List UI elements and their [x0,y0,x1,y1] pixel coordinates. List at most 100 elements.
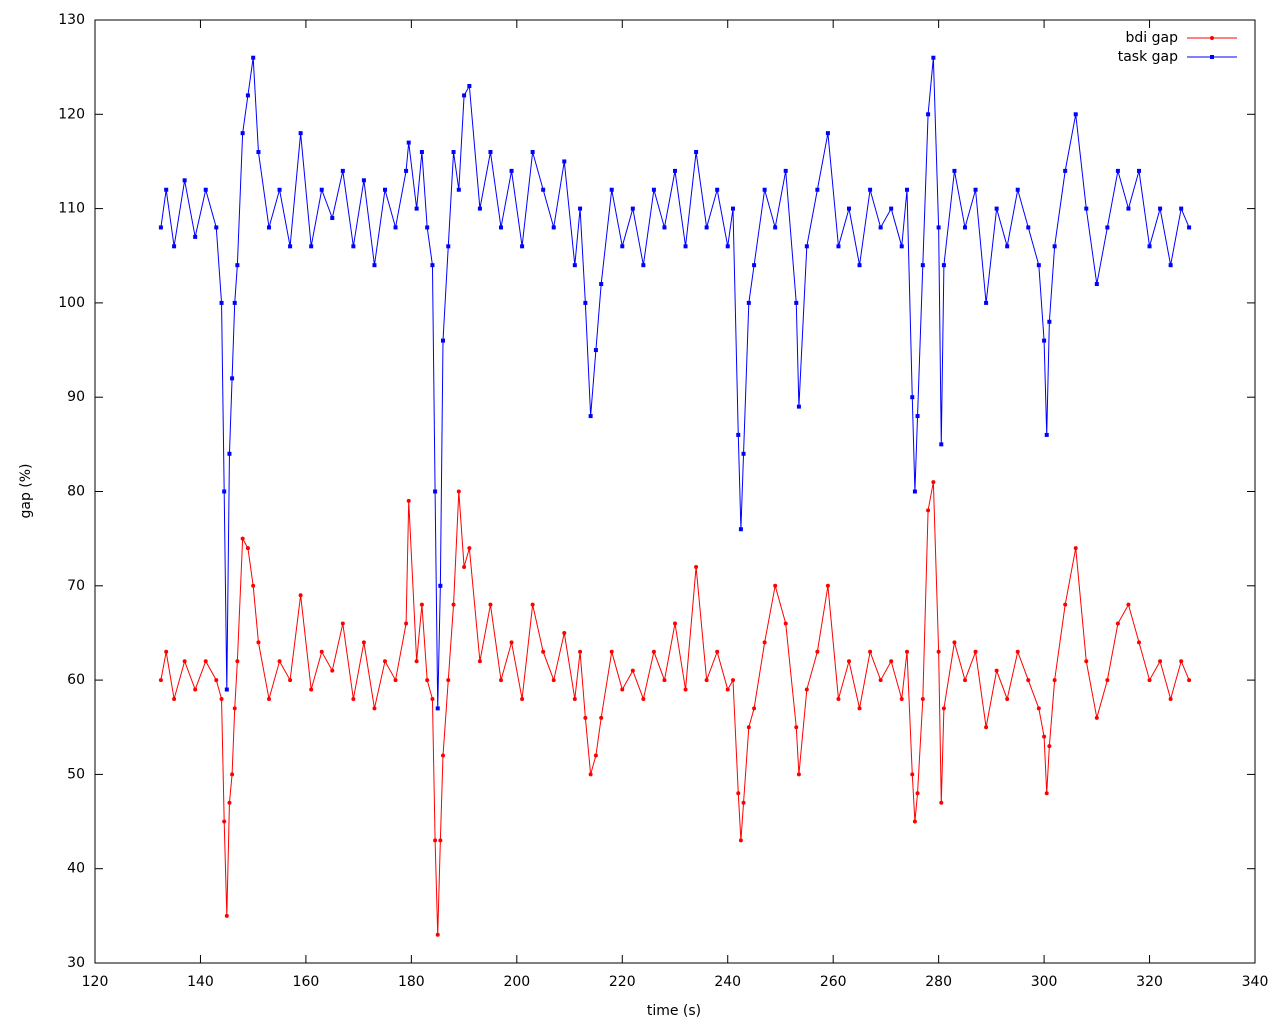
data-point [1084,659,1089,664]
data-point [572,696,577,701]
data-point [736,432,741,437]
data-point [435,932,440,937]
data-point [277,659,282,664]
data-point [963,678,967,683]
data-point [1105,225,1110,230]
data-point [588,772,593,777]
data-point [1044,791,1049,796]
data-point [738,838,743,843]
data-point [746,300,751,305]
data-point [372,263,377,268]
legend-label: task gap [1118,49,1178,65]
data-point [1047,744,1052,749]
data-point [1137,640,1141,645]
y-axis-label: gap (%) [18,463,34,518]
data-point [796,772,801,777]
x-tick-label: 120 [82,974,109,990]
data-point [267,225,271,230]
data-point [319,649,324,654]
data-point [509,168,514,173]
y-tick-label: 110 [58,201,85,217]
data-point [704,225,709,230]
data-point [256,150,261,155]
data-point [1168,696,1173,701]
data-point [158,678,163,683]
data-point [433,489,438,494]
data-point [1042,338,1047,343]
data-point [488,602,493,607]
data-point [456,489,461,494]
data-point [477,659,482,664]
data-point [309,244,314,249]
data-point [361,640,366,645]
data-point [1187,678,1192,683]
data-point [1126,602,1131,607]
data-point [240,536,245,541]
data-point [446,244,451,249]
data-point [235,659,240,664]
data-point [931,480,936,485]
data-point [404,621,409,626]
data-point [936,225,941,230]
data-point [984,300,989,305]
data-point [251,583,256,588]
data-point [441,753,445,758]
data-point [825,583,830,588]
data-point [1084,206,1089,211]
data-point [488,150,493,155]
data-point [372,706,377,711]
data-point [694,150,699,155]
data-point [1015,187,1020,192]
data-point [430,696,435,701]
data-point [562,630,567,635]
data-point [438,838,443,843]
data-point [277,187,282,192]
y-tick-label: 70 [67,578,85,594]
data-point [868,187,873,192]
y-tick-label: 50 [67,766,85,782]
data-point [651,187,656,192]
data-point [309,687,314,692]
x-axis-label: time (s) [647,1003,701,1019]
data-point [203,659,208,664]
y-tick-label: 120 [58,106,85,122]
data-point [425,678,430,683]
data-point [578,206,583,211]
data-point [593,348,598,353]
data-point [1147,244,1152,249]
data-point [214,678,219,683]
data-point [541,649,546,654]
data-point [572,263,577,268]
data-point [620,687,625,692]
data-point [351,244,356,249]
data-point [446,678,451,683]
data-point [704,678,709,683]
data-point [731,206,735,211]
data-point [164,649,169,654]
data-point [1115,168,1120,173]
data-point [227,451,232,456]
data-point [404,168,409,173]
data-point [456,187,461,192]
data-point [219,300,224,305]
data-point [288,678,293,683]
data-point [383,659,387,664]
data-point [725,244,730,249]
data-point [915,414,920,419]
data-point [330,668,335,673]
data-point [857,263,862,268]
data-point [583,300,588,305]
y-tick-label: 100 [58,295,85,311]
data-point [620,244,625,249]
data-point [939,442,944,447]
data-point [910,772,915,777]
data-point [232,300,237,305]
data-point [393,678,398,683]
data-point [952,168,957,173]
data-point [973,649,978,654]
data-point [1026,678,1031,683]
data-point [741,800,746,805]
data-point [288,244,293,249]
data-point [1147,678,1152,683]
